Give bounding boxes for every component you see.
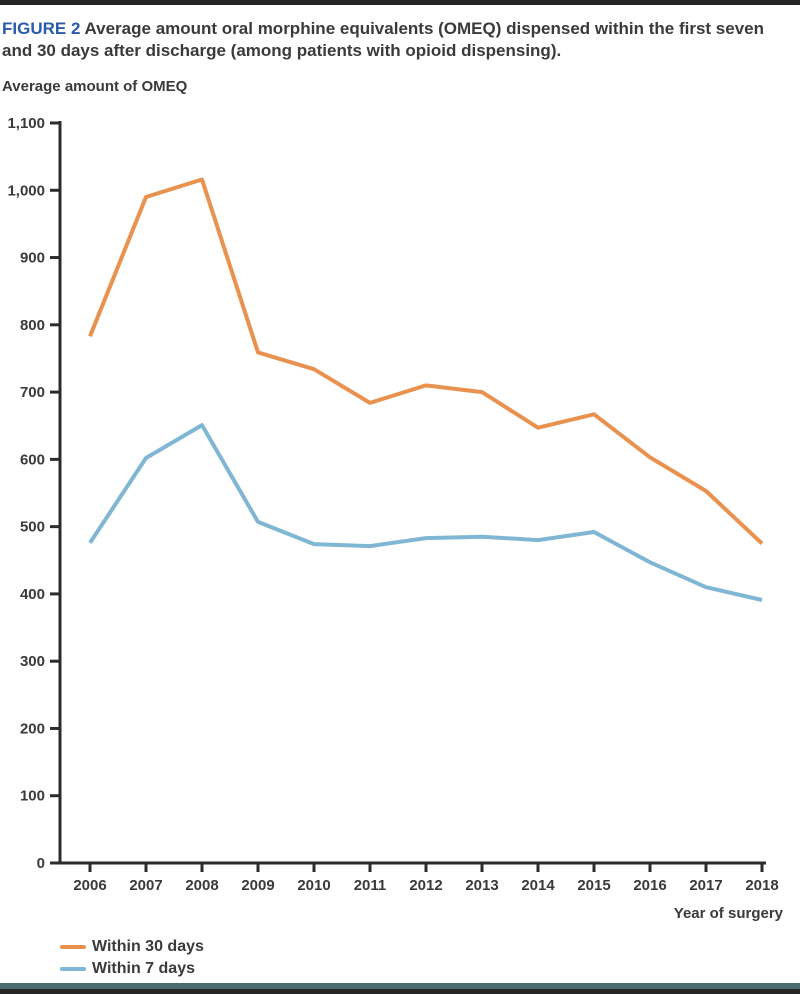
x-tick-label: 2017 — [689, 877, 722, 894]
legend-swatch-within-30-days-icon — [60, 945, 86, 949]
y-tick-label: 500 — [20, 519, 45, 536]
x-tick-label: 2013 — [465, 877, 498, 894]
series-line-within-7-days — [88, 423, 763, 602]
figure-number-label: FIGURE 2 — [2, 19, 81, 38]
y-tick-label: 400 — [20, 586, 45, 603]
y-tick-label: 200 — [20, 720, 45, 737]
x-tick-label: 2014 — [521, 877, 555, 894]
y-tick-label: 1,000 — [7, 182, 45, 199]
legend-swatch-within-7-days-icon — [60, 967, 86, 971]
y-tick-label: 100 — [20, 788, 45, 805]
x-tick-label: 2011 — [354, 877, 387, 894]
y-tick-label: 700 — [20, 384, 45, 401]
x-tick-label: 2006 — [73, 877, 106, 894]
chart-legend: Within 30 days Within 7 days — [60, 936, 204, 980]
y-tick-label: 1,100 — [7, 115, 45, 132]
y-tick-label: 0 — [37, 855, 45, 872]
y-tick-label: 900 — [20, 250, 45, 267]
top-border-bar — [0, 0, 800, 5]
x-tick-label: 2008 — [185, 877, 218, 894]
y-tick-label: 600 — [20, 451, 45, 468]
series-line-within-30-days — [88, 177, 764, 545]
figure-title: FIGURE 2 Average amount oral morphine eq… — [2, 18, 772, 62]
legend-item-within-7-days: Within 7 days — [60, 958, 204, 980]
figure-title-text: Average amount oral morphine equivalents… — [2, 19, 765, 60]
legend-label-within-7-days: Within 7 days — [92, 960, 195, 977]
legend-label-within-30-days: Within 30 days — [92, 938, 204, 955]
legend-item-within-30-days: Within 30 days — [60, 936, 204, 958]
x-axis-title: Year of surgery — [673, 905, 783, 922]
x-tick-label: 2016 — [633, 877, 666, 894]
chart-axes: 0 100 200 300 400 500 600 700 800 900 1,000 1,100 20… — [7, 115, 778, 894]
bottom-border-bar — [0, 989, 800, 994]
y-tick-label: 800 — [20, 317, 45, 334]
x-tick-label: 2015 — [577, 877, 610, 894]
x-tick-label: 2009 — [241, 877, 274, 894]
y-tick-label: 300 — [20, 653, 45, 670]
x-tick-label: 2007 — [129, 877, 162, 894]
x-tick-label: 2010 — [297, 877, 330, 894]
x-tick-label: 2018 — [745, 877, 778, 894]
y-axis-title: Average amount of OMEQ — [2, 78, 188, 95]
x-tick-label: 2012 — [409, 877, 442, 894]
bottom-teal-bar — [0, 983, 800, 989]
